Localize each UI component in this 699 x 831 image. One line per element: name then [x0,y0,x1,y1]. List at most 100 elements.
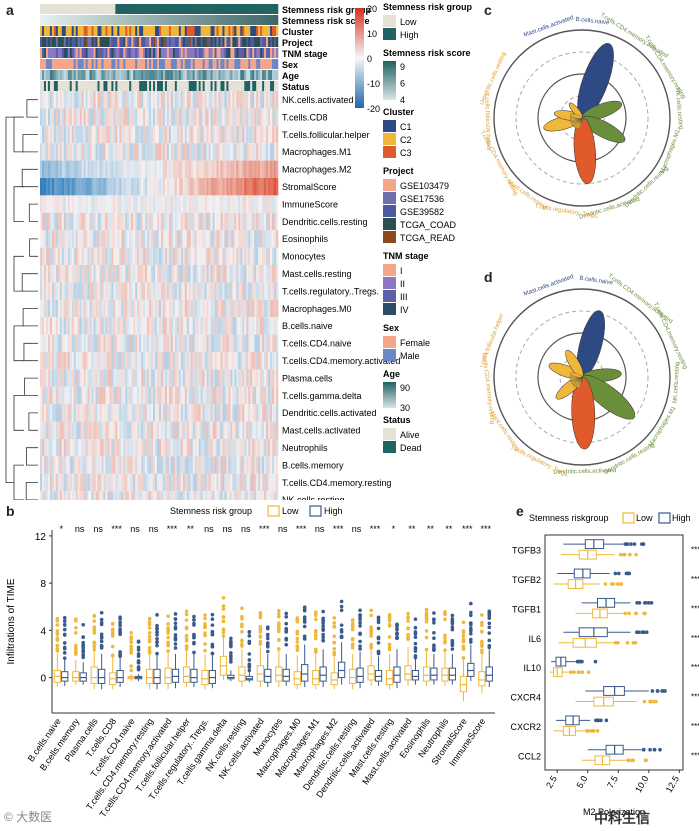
x-axis-label: M2 Polarization [583,807,645,817]
annotation-track [40,81,279,91]
annotation-label: TNM stage [282,49,328,59]
legend-gradient [383,382,396,408]
x-tick-label: 12.5 [664,774,681,794]
box-high [98,610,106,690]
plot-frame [544,534,684,771]
panel-label-c: c [484,2,492,18]
rose-label: B.cells.naive [575,17,610,27]
box-high [134,639,143,682]
panel-label-d: d [484,269,493,285]
heatmap-row-label: Eosinophils [282,234,329,244]
box-high [587,744,662,755]
legend-label: I [400,266,403,276]
heatmap-row [40,108,279,126]
legend-title: Stemness risk group [170,506,252,516]
panel-b-boxplot: 0 4 8 12 Infiltrations of TIME Stemness risk … [6,505,495,819]
x-tick-label: 2.5 [544,774,559,790]
legend-label: Alive [400,430,420,440]
heatmap-row-label: T.cells.CD4.naive [282,339,352,349]
rose-label: T.cells.CD4.memory.resting [652,302,688,371]
heatmap-row-label: Mast.cells.resting [282,269,352,279]
legend-label: C1 [400,122,412,132]
significance-label: ns [204,524,214,534]
heatmap-row-label: Macrophages.M0 [282,304,352,314]
significance-label: *** [167,524,178,534]
panel-c-rose-chart: Mast.cells.activated B.cells.naive T.cells… [480,12,686,221]
box-high [171,612,180,689]
colorbar-tick: 0 [367,54,372,64]
box-high [264,625,272,688]
y-tick-label: CXCR2 [510,722,541,732]
heatmap-row [40,230,279,248]
heatmap-row [40,439,279,457]
box-low [553,726,600,736]
box-low [459,620,468,702]
box-low [385,612,394,690]
heatmap-row [40,473,279,492]
box-high [319,609,327,688]
legend-label: GSE39582 [400,207,444,217]
legend-swatch [383,133,396,145]
annotation-track [40,59,279,69]
legend-swatch [383,218,396,230]
legend-label: C3 [400,148,412,158]
y-tick-label: TGFB2 [512,575,541,585]
box-low [560,549,638,560]
rose-label: NK.cells.resting [674,88,684,130]
heatmap-row-label: T.cells.CD4.memory.resting [282,478,391,488]
significance-label: ** [408,524,416,534]
box-low [422,607,431,686]
significance-label: *** [259,524,270,534]
colorbar-tick: -20 [367,104,380,114]
legend-label: Low [282,506,299,516]
legend-title: Stemness risk score [383,48,471,58]
legend-label: TCGA_READ [400,233,456,243]
box-low [182,609,191,688]
significance-label: *** [691,604,699,613]
significance-label: * [59,524,63,534]
significance-label: ns [278,524,288,534]
heatmap-row-label: Dendritic.cells.activated [282,408,377,418]
heatmap-row [40,143,279,161]
significance-label: ns [149,524,159,534]
box-high [393,622,401,689]
significance-label: ns [315,524,325,534]
heatmap-row [40,178,279,196]
legend-title: Cluster [383,107,415,117]
legend-swatch [383,120,396,132]
box-low [219,595,228,680]
legend-title: Stemness risk group [383,2,473,12]
significance-label: ns [93,524,103,534]
colorbar-tick: 10 [367,29,377,39]
box-low [581,755,649,766]
heatmap-row-label: Macrophages.M1 [282,147,352,157]
legend-label: IV [400,305,409,315]
box-high [563,539,646,550]
box-low [53,616,61,688]
box-low [164,614,172,690]
legend-swatch [383,28,396,40]
legend-swatch [383,290,396,302]
box-high [430,611,438,685]
significance-label: *** [296,524,307,534]
panel-label-a: a [6,2,14,18]
heatmap-row [40,491,279,500]
box-high [581,597,654,608]
significance-label: ** [187,524,195,534]
box-high [245,630,253,683]
panel-e-boxplot: Stemness riskgroup Low High TGFB3 *** TGFB2 **… [510,512,699,817]
y-tick-label: TGFB1 [512,604,541,614]
significance-label: ns [241,524,251,534]
legend-label: GSE17536 [400,194,444,204]
legend-swatch [267,505,280,517]
annotation-label: Status [282,82,310,92]
box-low [275,608,283,688]
colorbar-tick: -10 [367,79,380,89]
rose-label: Dendritic.cells.activated [553,468,616,476]
colorbar-tick: 20 [367,4,377,14]
legend-swatch [383,349,396,361]
significance-label: *** [691,751,699,760]
significance-label: *** [691,575,699,584]
rose-label: Mast.cells.activated [523,15,574,39]
annotation-label: Age [282,71,299,81]
